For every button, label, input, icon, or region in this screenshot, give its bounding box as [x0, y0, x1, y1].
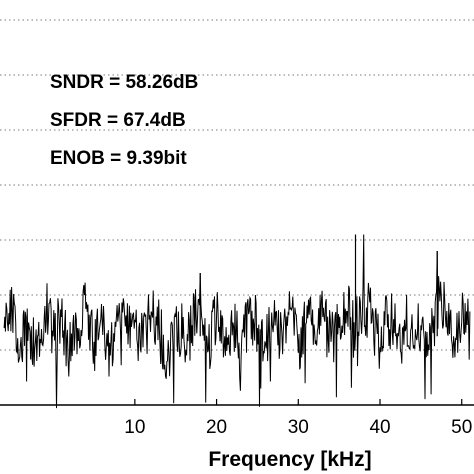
- x-tick-label: 30: [288, 417, 309, 438]
- x-tick-label: 50: [451, 417, 472, 438]
- x-axis-ticks: 10 20 30 40 50: [124, 399, 472, 438]
- annotation-group: SNDR = 58.26dB SFDR = 67.4dB ENOB = 9.39…: [50, 72, 198, 169]
- annotation-sfdr: SFDR = 67.4dB: [50, 110, 186, 131]
- grid-lines: [0, 19, 474, 351]
- series-layer: [3, 234, 471, 409]
- x-tick-label: 40: [369, 417, 390, 438]
- spectrum-series-line: [3, 234, 471, 409]
- x-tick-label: 20: [206, 417, 227, 438]
- x-tick-label: 10: [124, 417, 145, 438]
- x-axis-title: Frequency [kHz]: [208, 448, 371, 471]
- annotation-sndr: SNDR = 58.26dB: [50, 72, 198, 93]
- annotation-enob: ENOB = 9.39bit: [50, 148, 187, 169]
